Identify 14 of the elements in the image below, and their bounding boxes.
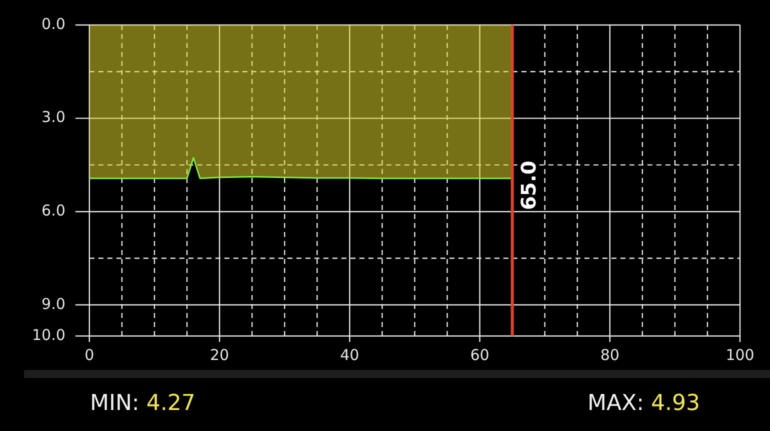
ref-line-label: 65.0 (516, 160, 540, 210)
x-tick-label: 100 (726, 346, 754, 364)
x-tick-label: 80 (600, 346, 620, 364)
x-tick-label: 60 (470, 346, 490, 364)
y-tick-label: 9.0 (42, 294, 66, 313)
text: MAX: 4.93 (588, 390, 700, 416)
x-tick-label: 0 (84, 346, 94, 364)
y-tick-label: 0.0 (42, 14, 66, 33)
y-tick-label: 10.0 (32, 326, 66, 344)
x-tick-label: 40 (340, 346, 360, 364)
y-tick-label: 3.0 (42, 108, 66, 126)
text: MIN: 4.27 (90, 390, 196, 416)
x-tick-label: 20 (210, 346, 230, 364)
y-tick-label: 6.0 (42, 201, 66, 220)
